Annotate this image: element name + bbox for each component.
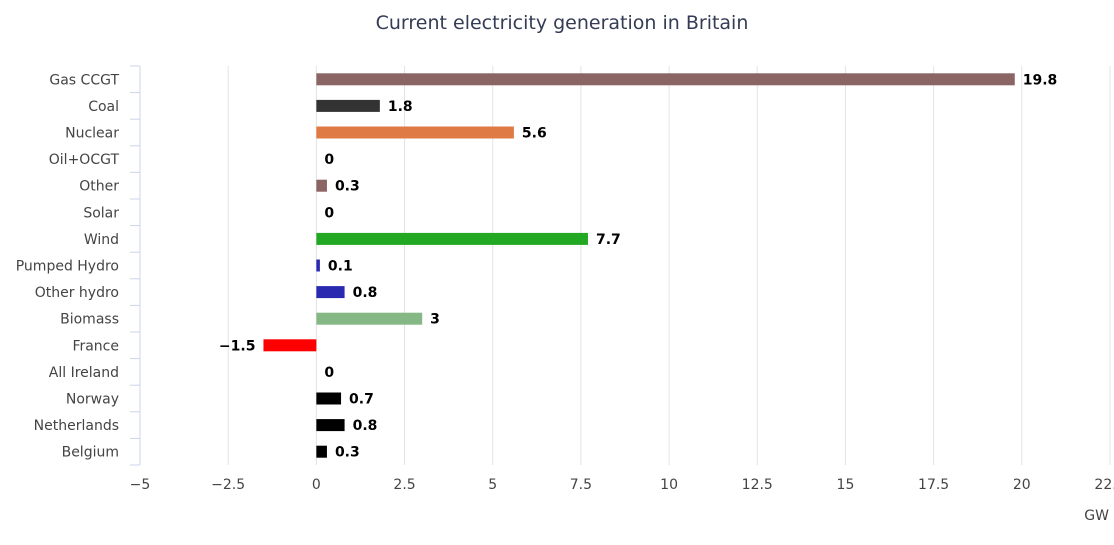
x-tick-label: 10 (660, 477, 678, 493)
data-label: 19.8 (1023, 72, 1058, 88)
data-label: 0 (324, 365, 334, 381)
data-label: 7.7 (596, 232, 621, 248)
data-label: −1.5 (219, 338, 256, 354)
data-label: 3 (430, 312, 440, 328)
x-tick-label: 0 (312, 477, 321, 493)
x-tick-label: 7.5 (570, 477, 592, 493)
data-label: 5.6 (522, 126, 547, 142)
category-label: Belgium (62, 445, 119, 461)
data-label: 0.1 (328, 259, 353, 275)
bar (316, 392, 342, 405)
category-label: France (72, 338, 119, 354)
category-label: Other (79, 179, 119, 195)
x-tick-label: −2.5 (211, 477, 245, 493)
category-label: Other hydro (35, 285, 119, 301)
data-label: 0.8 (353, 418, 378, 434)
y-axis (130, 65, 141, 466)
category-label: Nuclear (65, 126, 119, 142)
x-tick-label: 5 (488, 477, 497, 493)
bar (316, 232, 588, 245)
data-label: 0.3 (335, 179, 360, 195)
x-tick-label: 2.5 (393, 477, 415, 493)
data-label: 0.3 (335, 445, 360, 461)
category-label: Coal (88, 99, 119, 115)
chart-title: Current electricity generation in Britai… (375, 12, 749, 34)
category-label: Gas CCGT (49, 72, 119, 88)
grid-lines (139, 66, 1111, 465)
category-label: Solar (83, 205, 119, 221)
category-label: Oil+OCGT (49, 152, 120, 168)
x-tick-label: 12.5 (742, 477, 773, 493)
x-tick-label: 22.5 (1094, 477, 1114, 493)
bar (316, 126, 514, 139)
data-label: 0.8 (353, 285, 378, 301)
bar (316, 73, 1015, 86)
category-label: Norway (66, 392, 119, 408)
category-label: Pumped Hydro (16, 259, 119, 275)
bar (316, 259, 320, 272)
x-axis-title: GW (1084, 508, 1109, 524)
bar (263, 339, 317, 352)
x-tick-label: 20 (1013, 477, 1031, 493)
bar (316, 286, 345, 299)
x-tick-label: 15 (837, 477, 855, 493)
category-label: Wind (84, 232, 119, 248)
category-label: All Ireland (49, 365, 119, 381)
bars (263, 73, 1015, 458)
data-label: 0.7 (349, 392, 374, 408)
bar (316, 179, 327, 192)
bar (316, 312, 423, 325)
labels: −5 −2.5 0 2.5 5 7.5 10 12.5 15 17.5 20 22.5 Gas CCGT… (16, 72, 1114, 493)
data-label: 0 (324, 205, 334, 221)
category-label: Netherlands (34, 418, 119, 434)
category-label: Biomass (60, 312, 119, 328)
x-tick-label: 17.5 (918, 477, 949, 493)
data-label: 0 (324, 152, 334, 168)
x-tick-label: −5 (130, 477, 151, 493)
bar (316, 445, 327, 458)
bar (316, 99, 380, 112)
bar (316, 419, 345, 432)
data-label: 1.8 (388, 99, 413, 115)
